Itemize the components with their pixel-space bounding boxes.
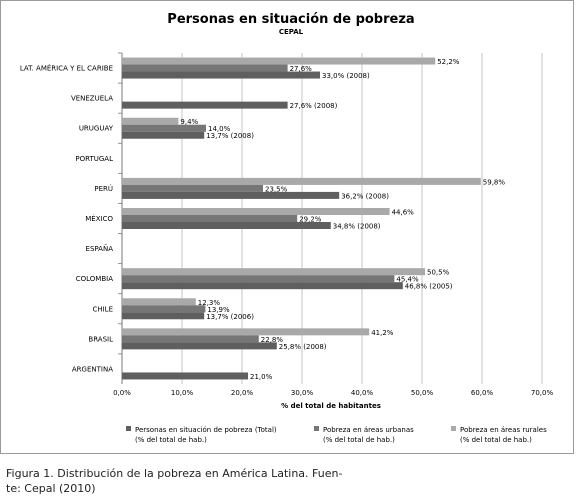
data-label: 22,8%: [261, 336, 284, 344]
bar: [122, 282, 403, 290]
category-label: MÉXICO: [85, 214, 113, 223]
chart: Personas en situación de pobreza CEPAL 5…: [20, 12, 554, 444]
category-label: VENEZUELA: [71, 95, 113, 103]
data-label: 44,6%: [392, 209, 415, 217]
bar: [122, 222, 331, 229]
x-tick-label: 20,0%: [231, 389, 254, 397]
data-label: 46,8% (2005): [405, 283, 453, 291]
category-label: URUGUAY: [79, 125, 114, 133]
legend-label: Personas en situación de pobreza (Total): [135, 426, 277, 434]
legend-swatch: [126, 426, 131, 431]
data-label: 21,0%: [250, 373, 273, 381]
bar: [122, 57, 436, 65]
data-label: 25,8% (2008): [279, 343, 327, 351]
bar: [122, 208, 390, 215]
legend-label: (% del total de hab.): [135, 436, 207, 444]
caption-line-2: te: Cepal (2010): [6, 482, 96, 495]
bar: [122, 298, 196, 306]
bar: [122, 177, 481, 185]
legend-label: Pobreza en áreas rurales: [460, 426, 547, 434]
bar: [122, 335, 259, 343]
bar: [122, 64, 288, 72]
data-label: 50,5%: [427, 269, 450, 277]
x-tick-labels: 0,0% 10,0% 20,0% 30,0% 40,0% 50,0% 60,0% 70,0%: [113, 389, 553, 397]
category-label: LAT. AMÉRICA Y EL CARIBE: [20, 64, 113, 73]
data-label: 14,0%: [208, 125, 231, 133]
legend-swatch: [451, 426, 456, 431]
x-tick-label: 30,0%: [291, 389, 314, 397]
bar: [122, 191, 340, 199]
data-label: 13,7% (2006): [206, 313, 254, 321]
category-label: PERÚ: [94, 184, 113, 193]
bar: [122, 268, 425, 276]
category-labels: LAT. AMÉRICA Y EL CARIBE VENEZUELA URUGUAY…: [20, 64, 114, 374]
data-label: 29,2%: [299, 216, 322, 224]
data-label: 45,4%: [396, 276, 419, 284]
x-tick-label: 40,0%: [351, 389, 374, 397]
data-label: 23,5%: [265, 185, 288, 193]
bar: [122, 131, 205, 139]
legend: Personas en situación de pobreza (Total)…: [126, 426, 547, 444]
legend-label: (% del total de hab.): [460, 436, 532, 444]
category-label: BRASIL: [88, 335, 113, 343]
bar: [122, 215, 298, 222]
legend-label: Pobreza en áreas urbanas: [323, 426, 414, 434]
bar: [122, 328, 370, 336]
data-label: 36,2% (2008): [341, 192, 389, 200]
bar: [122, 101, 288, 109]
data-label: 33,0% (2008): [322, 72, 370, 80]
bar: [122, 312, 205, 320]
data-label: 13,9%: [207, 306, 230, 314]
category-label: PORTUGAL: [75, 155, 113, 163]
category-label: COLOMBIA: [76, 275, 113, 283]
bars: [122, 57, 481, 380]
bar: [122, 184, 263, 192]
category-label: ESPAÑA: [86, 244, 114, 253]
bar: [122, 275, 395, 283]
x-tick-label: 70,0%: [531, 389, 554, 397]
data-label: 27,6% (2008): [290, 102, 338, 110]
x-tick-label: 0,0%: [113, 389, 131, 397]
data-label: 41,2%: [371, 329, 394, 337]
data-label: 27,6%: [290, 65, 313, 73]
legend-swatch: [314, 426, 319, 431]
caption-line-1: Figura 1. Distribución de la pobreza en …: [6, 467, 343, 480]
bar: [122, 117, 179, 125]
data-labels: 52,2% 27,6% 33,0% (2008) 27,6% (2008) 9,4% 14…: [180, 58, 505, 381]
legend-label: (% del total de hab.): [323, 436, 395, 444]
data-label: 52,2%: [437, 58, 460, 66]
category-label: CHILE: [92, 305, 113, 313]
data-label: 9,4%: [180, 118, 198, 126]
bar: [122, 124, 206, 132]
chart-frame: Personas en situación de pobreza CEPAL 5…: [0, 0, 574, 454]
figure-caption: Figura 1. Distribución de la pobreza en …: [6, 466, 386, 496]
chart-title: Personas en situación de pobreza: [167, 12, 414, 27]
category-label: ARGENTINA: [72, 365, 113, 373]
data-label: 59,8%: [483, 178, 506, 186]
data-label: 13,7% (2008): [206, 132, 254, 140]
chart-subtitle: CEPAL: [279, 28, 304, 36]
data-label: 34,8% (2008): [333, 223, 381, 231]
x-tick-label: 60,0%: [471, 389, 494, 397]
x-tick-label: 10,0%: [171, 389, 194, 397]
bar: [122, 342, 277, 350]
data-label: 12,3%: [198, 299, 221, 307]
bar: [122, 372, 248, 380]
bar: [122, 305, 206, 313]
x-tick-label: 50,0%: [411, 389, 434, 397]
bar: [122, 71, 320, 79]
x-axis-title: % del total de habitantes: [281, 402, 381, 410]
